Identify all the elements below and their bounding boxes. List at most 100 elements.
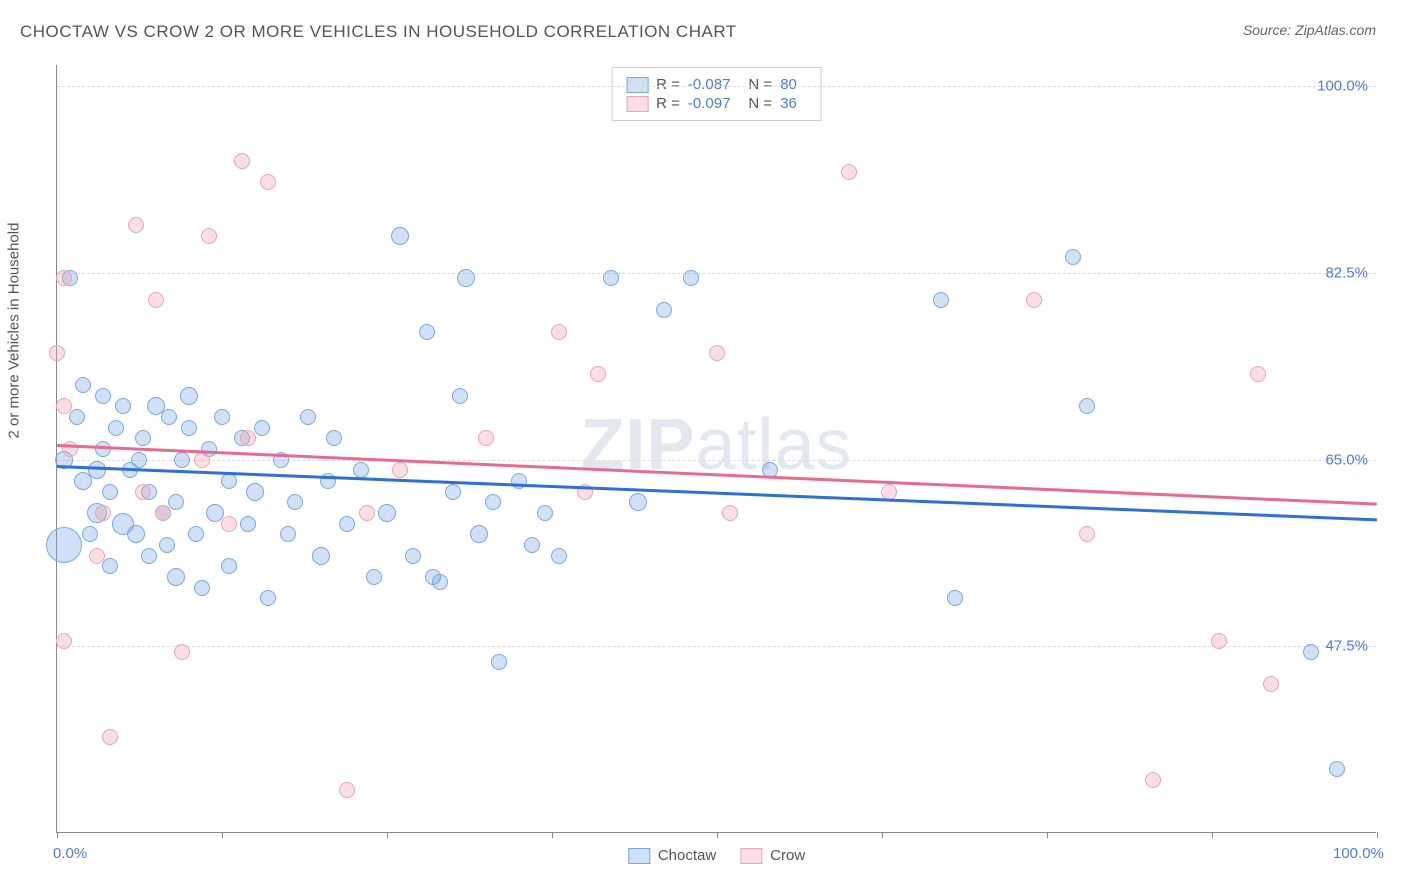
legend-series-name: Crow xyxy=(770,847,805,864)
scatter-point xyxy=(89,548,105,564)
scatter-point xyxy=(312,547,330,565)
scatter-point xyxy=(656,302,672,318)
scatter-point xyxy=(445,484,461,500)
scatter-point xyxy=(246,483,264,501)
scatter-point xyxy=(947,590,963,606)
legend-r-label: R = xyxy=(656,76,680,93)
scatter-point xyxy=(214,409,230,425)
scatter-point xyxy=(148,292,164,308)
gridline xyxy=(57,86,1376,87)
scatter-point xyxy=(56,270,72,286)
scatter-point xyxy=(194,452,210,468)
x-tick-label: 100.0% xyxy=(1333,845,1384,862)
scatter-point xyxy=(49,345,65,361)
scatter-point xyxy=(432,574,448,590)
scatter-point xyxy=(181,420,197,436)
correlation-legend: R =-0.087N =80R =-0.097N =36 xyxy=(611,67,822,121)
scatter-point xyxy=(339,782,355,798)
scatter-point xyxy=(470,525,488,543)
scatter-point xyxy=(260,174,276,190)
scatter-point xyxy=(683,270,699,286)
y-tick-label: 100.0% xyxy=(1317,78,1368,95)
scatter-point xyxy=(419,324,435,340)
scatter-point xyxy=(174,644,190,660)
scatter-point xyxy=(1250,366,1266,382)
scatter-point xyxy=(391,227,409,245)
scatter-point xyxy=(155,505,171,521)
scatter-point xyxy=(115,398,131,414)
scatter-point xyxy=(1145,772,1161,788)
scatter-point xyxy=(102,729,118,745)
scatter-point xyxy=(168,494,184,510)
scatter-point xyxy=(511,473,527,489)
y-tick-label: 47.5% xyxy=(1325,638,1368,655)
gridline xyxy=(57,460,1376,461)
scatter-point xyxy=(366,569,382,585)
scatter-point xyxy=(221,473,237,489)
x-tick-mark xyxy=(387,832,388,838)
legend-swatch xyxy=(626,77,648,93)
x-tick-mark xyxy=(1047,832,1048,838)
scatter-point xyxy=(135,484,151,500)
x-tick-mark xyxy=(1212,832,1213,838)
scatter-point xyxy=(326,430,342,446)
legend-swatch xyxy=(740,848,762,864)
x-tick-mark xyxy=(882,832,883,838)
scatter-point xyxy=(1263,676,1279,692)
scatter-point xyxy=(378,504,396,522)
scatter-point xyxy=(234,153,250,169)
y-axis-label: 2 or more Vehicles in Household xyxy=(6,223,23,439)
legend-n-label: N = xyxy=(748,76,772,93)
x-tick-mark xyxy=(717,832,718,838)
x-tick-mark xyxy=(1377,832,1378,838)
scatter-point xyxy=(95,441,111,457)
scatter-point xyxy=(841,164,857,180)
legend-swatch xyxy=(626,96,648,112)
scatter-point xyxy=(201,228,217,244)
scatter-point xyxy=(56,633,72,649)
legend-r-label: R = xyxy=(656,95,680,112)
chart-container: CHOCTAW VS CROW 2 OR MORE VEHICLES IN HO… xyxy=(0,0,1406,892)
scatter-point xyxy=(254,420,270,436)
y-tick-label: 82.5% xyxy=(1325,265,1368,282)
legend-row: R =-0.087N =80 xyxy=(626,76,807,93)
legend-n-value: 36 xyxy=(780,95,797,112)
scatter-point xyxy=(1065,249,1081,265)
scatter-point xyxy=(1079,526,1095,542)
legend-r-value: -0.097 xyxy=(688,95,731,112)
scatter-point xyxy=(478,430,494,446)
scatter-point xyxy=(933,292,949,308)
scatter-point xyxy=(287,494,303,510)
scatter-point xyxy=(280,526,296,542)
scatter-point xyxy=(392,462,408,478)
scatter-point xyxy=(551,324,567,340)
scatter-point xyxy=(240,430,256,446)
scatter-point xyxy=(95,505,111,521)
chart-plot-area: ZIPatlas R =-0.087N =80R =-0.097N =36 Ch… xyxy=(56,65,1376,833)
chart-title: CHOCTAW VS CROW 2 OR MORE VEHICLES IN HO… xyxy=(20,22,737,42)
scatter-point xyxy=(102,484,118,500)
scatter-point xyxy=(127,525,145,543)
scatter-point xyxy=(1211,633,1227,649)
scatter-point xyxy=(551,548,567,564)
series-legend: ChoctawCrow xyxy=(628,847,805,864)
scatter-point xyxy=(1079,398,1095,414)
scatter-point xyxy=(709,345,725,361)
scatter-point xyxy=(881,484,897,500)
scatter-point xyxy=(69,409,85,425)
gridline xyxy=(57,273,1376,274)
scatter-point xyxy=(82,526,98,542)
scatter-point xyxy=(537,505,553,521)
scatter-point xyxy=(485,494,501,510)
source-label: Source: ZipAtlas.com xyxy=(1243,22,1376,38)
scatter-point xyxy=(174,452,190,468)
scatter-point xyxy=(339,516,355,532)
scatter-point xyxy=(141,548,157,564)
scatter-point xyxy=(590,366,606,382)
scatter-point xyxy=(1026,292,1042,308)
legend-swatch xyxy=(628,848,650,864)
legend-n-value: 80 xyxy=(780,76,797,93)
scatter-point xyxy=(491,654,507,670)
x-tick-mark xyxy=(222,832,223,838)
gridline xyxy=(57,646,1376,647)
